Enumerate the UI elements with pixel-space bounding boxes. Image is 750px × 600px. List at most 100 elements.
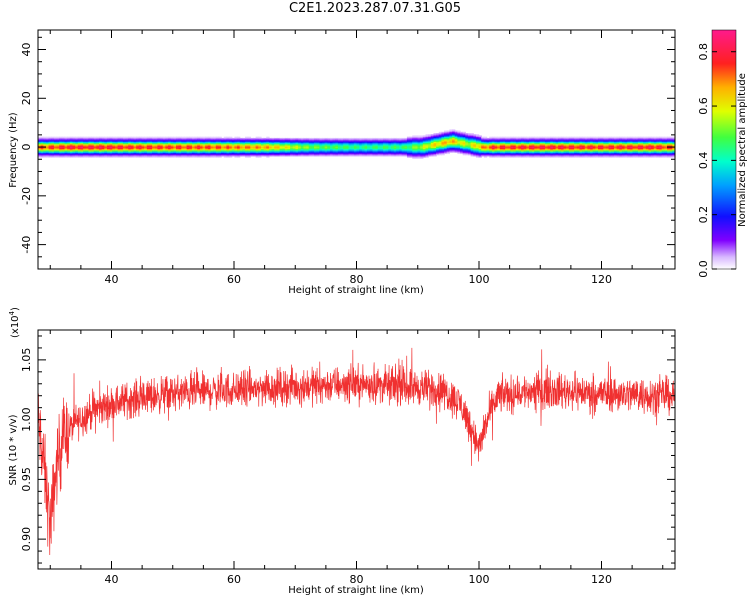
heatmap-cell <box>149 151 153 153</box>
heatmap-cell <box>96 145 100 147</box>
heatmap-cell <box>223 141 228 144</box>
heatmap-cell <box>531 152 535 155</box>
heatmap-cell <box>276 142 281 145</box>
heatmap-cell <box>475 136 480 139</box>
heatmap-cell <box>483 139 488 141</box>
heatmap-cell <box>141 150 145 152</box>
heatmap-cell <box>428 139 432 141</box>
heatmap-cell <box>133 137 137 140</box>
heatmap-cell <box>462 135 466 137</box>
heatmap-cell <box>292 144 297 146</box>
heatmap-cell <box>454 134 458 136</box>
heatmap-cell <box>189 156 193 158</box>
heatmap-cell <box>600 156 604 158</box>
heatmap-cell <box>664 153 668 156</box>
heatmap-cell <box>282 145 286 147</box>
heatmap-cell <box>526 153 530 156</box>
heatmap-cell <box>122 152 127 155</box>
heatmap-cell <box>640 137 644 140</box>
heatmap-cell <box>353 150 358 152</box>
heatmap-cell <box>497 146 501 148</box>
heatmap-cell <box>526 141 530 144</box>
heatmap-cell <box>292 146 297 148</box>
heatmap-cell <box>348 140 352 142</box>
heatmap-cell <box>412 142 416 145</box>
heatmap-cell <box>619 137 623 140</box>
heatmap-cell <box>226 147 230 150</box>
heatmap-cell <box>398 145 403 147</box>
heatmap-cell <box>186 137 190 140</box>
heatmap-cell <box>61 153 66 156</box>
heatmap-cell <box>152 146 156 148</box>
heatmap-cell <box>669 137 673 140</box>
heatmap-cell <box>234 144 238 146</box>
heatmap-cell <box>475 152 480 155</box>
heatmap-cell <box>536 142 541 145</box>
heatmap-cell <box>475 154 480 157</box>
heatmap-cell <box>388 137 392 140</box>
heatmap-cell <box>361 139 366 141</box>
heatmap-cell <box>335 142 339 145</box>
heatmap-cell <box>452 133 456 135</box>
heatmap-cell <box>245 144 249 146</box>
heatmap-cell <box>215 148 220 151</box>
heatmap-cell <box>521 146 525 148</box>
heatmap-cell <box>664 146 668 148</box>
heatmap-cell <box>497 154 501 157</box>
heatmap-cell <box>629 156 634 158</box>
heatmap-cell <box>539 151 543 153</box>
heatmap-cell <box>483 142 488 145</box>
heatmap-cell <box>534 147 538 150</box>
heatmap-cell <box>229 147 233 150</box>
heatmap-cell <box>584 156 589 158</box>
heatmap-cell <box>619 152 623 155</box>
heatmap-cell <box>478 153 482 156</box>
heatmap-cell <box>393 151 397 153</box>
heatmap-cell <box>380 141 384 144</box>
heatmap-cell <box>576 136 581 139</box>
heatmap-cell <box>377 142 381 145</box>
heatmap-cell <box>53 156 58 158</box>
heatmap-cell <box>640 141 644 144</box>
heatmap-cell <box>345 142 350 145</box>
heatmap-cell <box>452 144 456 146</box>
heatmap-cell <box>486 148 490 151</box>
heatmap-cell <box>40 137 44 140</box>
heatmap-cell <box>221 142 225 145</box>
heatmap-cell <box>69 153 74 156</box>
heatmap-cell <box>314 144 318 146</box>
heatmap-cell <box>162 156 166 158</box>
heatmap-cell <box>637 145 642 147</box>
heatmap-cell <box>242 137 246 140</box>
heatmap-cell <box>260 151 265 153</box>
heatmap-cell <box>603 153 607 156</box>
heatmap-cell <box>107 148 111 151</box>
heatmap-cell <box>372 146 376 148</box>
heatmap-cell <box>51 137 55 140</box>
heatmap-cell <box>59 151 63 153</box>
heatmap-cell <box>279 151 283 153</box>
heatmap-cell <box>478 139 482 141</box>
heatmap-cell <box>627 150 631 152</box>
heatmap-cell <box>409 142 413 145</box>
heatmap-cell <box>324 154 328 157</box>
heatmap-cell <box>640 144 644 146</box>
heatmap-cell <box>324 144 328 146</box>
heatmap-cell <box>558 145 562 147</box>
heatmap-cell <box>112 141 116 144</box>
heatmap-cell <box>436 139 440 141</box>
heatmap-cell <box>396 139 400 141</box>
heatmap-cell <box>534 156 538 158</box>
heatmap-cell <box>197 145 201 147</box>
heatmap-cell <box>436 152 440 155</box>
heatmap-cell <box>122 156 127 158</box>
heatmap-cell <box>178 144 182 146</box>
heatmap-cell <box>441 153 445 156</box>
heatmap-cell <box>555 139 559 141</box>
heatmap-cell <box>441 131 445 134</box>
heatmap-cell <box>300 147 305 150</box>
heatmap-cell <box>258 148 262 151</box>
heatmap-cell <box>401 148 405 151</box>
heatmap-cell <box>515 142 520 145</box>
heatmap-cell <box>250 148 254 151</box>
